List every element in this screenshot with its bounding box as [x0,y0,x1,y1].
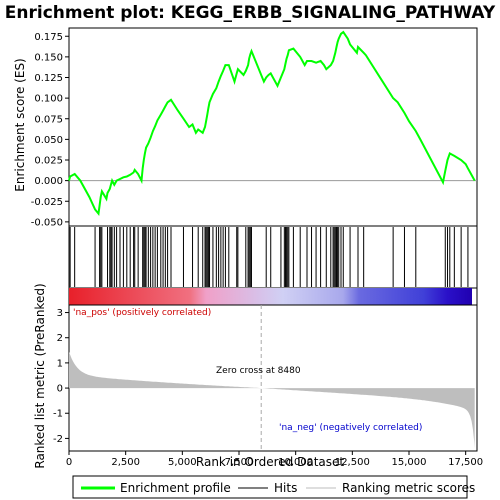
neg-correlated-label: 'na_neg' (negatively correlated) [279,423,422,433]
x-tick-label: 0 [66,457,72,468]
y-tick-bottom-label: 2 [57,333,63,344]
x-tick-label: 15,000 [392,457,427,468]
y-tick-top-label: 0.150 [34,52,63,63]
es-panel: -0.050 -0.025 0.000 0.025 0.050 0.075 0.100 0.1… [31,27,478,228]
y-ticks-top: -0.050 -0.025 0.000 0.025 0.050 0.075 0.100 0.1… [31,32,69,228]
pos-correlated-label: 'na_pos' (positively correlated) [73,308,211,318]
y-tick-bottom-label: 0 [57,384,63,395]
rank-color-bar [69,288,472,305]
zero-cross-label: Zero cross at 8480 [216,366,301,376]
y-tick-bottom-label: -1 [53,409,63,420]
metric-panel-frame [68,304,478,452]
y-axis-label-top: Enrichment score (ES) [13,58,27,191]
x-tick-label: 17,500 [448,457,483,468]
x-tick-label: 12,500 [335,457,370,468]
x-axis-label: Rank in Ordered Dataset [196,455,344,469]
legend-label-es: Enrichment profile [120,481,231,495]
es-panel-frame [68,27,478,227]
x-tick-label: 5,000 [168,457,197,468]
legend: Enrichment profile Hits Ranking metric s… [72,475,475,499]
chart-title: Enrichment plot: KEGG_ERBB_SIGNALING_PAT… [5,3,496,23]
y-ticks-bottom: -2 -1 0 1 2 3 [53,308,69,445]
y-tick-top-label: 0.025 [34,156,63,167]
y-tick-top-label: 0.100 [34,94,63,105]
metric-panel: -2 -1 0 1 2 3 'na_pos' (positively correlated… [53,304,478,452]
y-tick-bottom-label: 3 [57,308,63,319]
y-tick-bottom-label: 1 [57,358,63,369]
legend-label-metric: Ranking metric scores [342,481,475,495]
y-tick-top-label: -0.050 [31,217,63,228]
y-tick-top-label: 0.075 [34,114,63,125]
y-tick-top-label: 0.050 [34,135,63,146]
hits-panel [68,225,478,289]
x-tick-label: 10,000 [278,457,313,468]
legend-label-hits: Hits [274,481,297,495]
x-tick-label: 7,500 [225,457,254,468]
y-tick-top-label: 0.125 [34,73,63,84]
legend-frame [72,475,468,499]
y-tick-top-label: -0.025 [31,197,63,208]
hit-marks [69,227,469,287]
es-curve [68,30,476,216]
hits-panel-frame [68,225,478,289]
x-ticks: 0 2,500 5,000 7,500 10,000 12,500 15,000 17,500 [66,451,483,468]
y-tick-top-label: 0.000 [34,176,63,187]
x-tick-label: 2,500 [111,457,140,468]
y-axis-label-bottom: Ranked list metric (PreRanked) [33,283,47,468]
y-tick-top-label: 0.175 [34,32,63,43]
y-tick-bottom-label: -2 [53,434,63,445]
